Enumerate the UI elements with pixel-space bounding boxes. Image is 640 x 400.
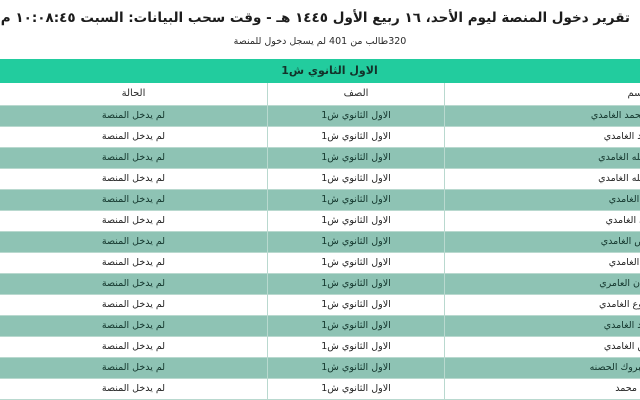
cell-student-status: لم يدخل المنصة — [0, 377, 269, 400]
cell-student-class: الاول الثانوي ش1 — [267, 251, 445, 274]
cell-student-status: لم يدخل المنصة — [0, 146, 269, 169]
cell-student-class: الاول الثانوي ش1 — [267, 209, 445, 232]
cell-student-class: الاول الثانوي ش1 — [267, 293, 445, 316]
cell-student-status: لم يدخل المنصة — [0, 209, 269, 232]
page-title: تقرير دخول المنصة ليوم الأحد، ١٦ ربيع ال… — [0, 10, 630, 26]
cell-student-status: لم يدخل المنصة — [0, 125, 269, 148]
cell-student-name: محمد الغامدي — [444, 314, 640, 337]
cell-student-status: لم يدخل المنصة — [0, 314, 269, 337]
cell-student-class: الاول الثانوي ش1 — [267, 230, 445, 253]
cell-student-name: عواض الغامدي — [444, 230, 640, 253]
class-banner-row: الاول الثانوي ش1 — [0, 58, 640, 83]
cell-student-status: لم يدخل المنصة — [0, 251, 269, 274]
cell-student-name: غازي الغامدي — [444, 209, 640, 232]
cell-student-class: الاول الثانوي ش1 — [267, 272, 445, 295]
cell-student-class: الاول الثانوي ش1 — [267, 104, 445, 127]
cell-student-status: لم يدخل المنصة — [0, 335, 269, 358]
cell-student-class: الاول الثانوي ش1 — [267, 188, 445, 211]
cell-student-class: الاول الثانوي ش1 — [267, 335, 445, 358]
column-header-name[interactable]: الاسم — [444, 81, 640, 106]
cell-student-class: الاول الثانوي ش1 — [267, 314, 445, 337]
table-head: الاول الثانوي ش1 الاسم الصف الحالة — [0, 58, 640, 106]
cell-student-status: لم يدخل المنصة — [0, 188, 269, 211]
cell-student-class: الاول الثانوي ش1 — [267, 356, 445, 379]
cell-student-name: بن محمد الغامدي — [444, 104, 640, 127]
cell-student-class: الاول الثانوي ش1 — [267, 146, 445, 169]
cell-student-name: حمدان العامري — [444, 272, 640, 295]
cell-student-name: حسن الغامدي — [444, 335, 640, 358]
cell-student-class: الاول الثانوي ش1 — [267, 167, 445, 190]
cell-student-name: محمد الغامدي — [444, 125, 640, 148]
column-header-row: الاسم الصف الحالة — [0, 81, 640, 106]
report-header: تقرير دخول المنصة ليوم الأحد، ١٦ ربيع ال… — [0, 0, 640, 49]
cell-student-class: الاول الثانوي ش1 — [267, 125, 445, 148]
cell-student-name: أحمد محمد — [444, 377, 640, 400]
cell-student-name: علي الغامدي — [444, 251, 640, 274]
cell-student-status: لم يدخل المنصة — [0, 230, 269, 253]
cell-student-name: عبدالله الغامدي — [444, 146, 640, 169]
cell-student-name: بن مبروك الحصنه — [444, 356, 640, 379]
cell-student-status: لم يدخل المنصة — [0, 293, 269, 316]
report-subtitle: 320طالب من 401 لم يسجل دخول للمنصة — [233, 36, 407, 48]
cell-student-class: الاول الثانوي ش1 — [267, 377, 445, 400]
cell-student-name: مجدوع الغامدي — [444, 293, 640, 316]
cell-student-status: لم يدخل المنصة — [0, 167, 269, 190]
cell-student-status: لم يدخل المنصة — [0, 104, 269, 127]
cell-student-status: لم يدخل المنصة — [0, 272, 269, 295]
students-table: الاول الثانوي ش1 الاسم الصف الحالة بن مح… — [0, 58, 640, 400]
column-header-status[interactable]: الحالة — [0, 81, 269, 106]
cell-student-name: عبدالله الغامدي — [444, 167, 640, 190]
class-banner-label: الاول الثانوي ش1 — [0, 58, 640, 83]
cell-student-name: علي الغامدي — [444, 188, 640, 211]
cell-student-status: لم يدخل المنصة — [0, 356, 269, 379]
column-header-class[interactable]: الصف — [267, 81, 445, 106]
table-container: الاول الثانوي ش1 الاسم الصف الحالة بن مح… — [0, 58, 640, 400]
